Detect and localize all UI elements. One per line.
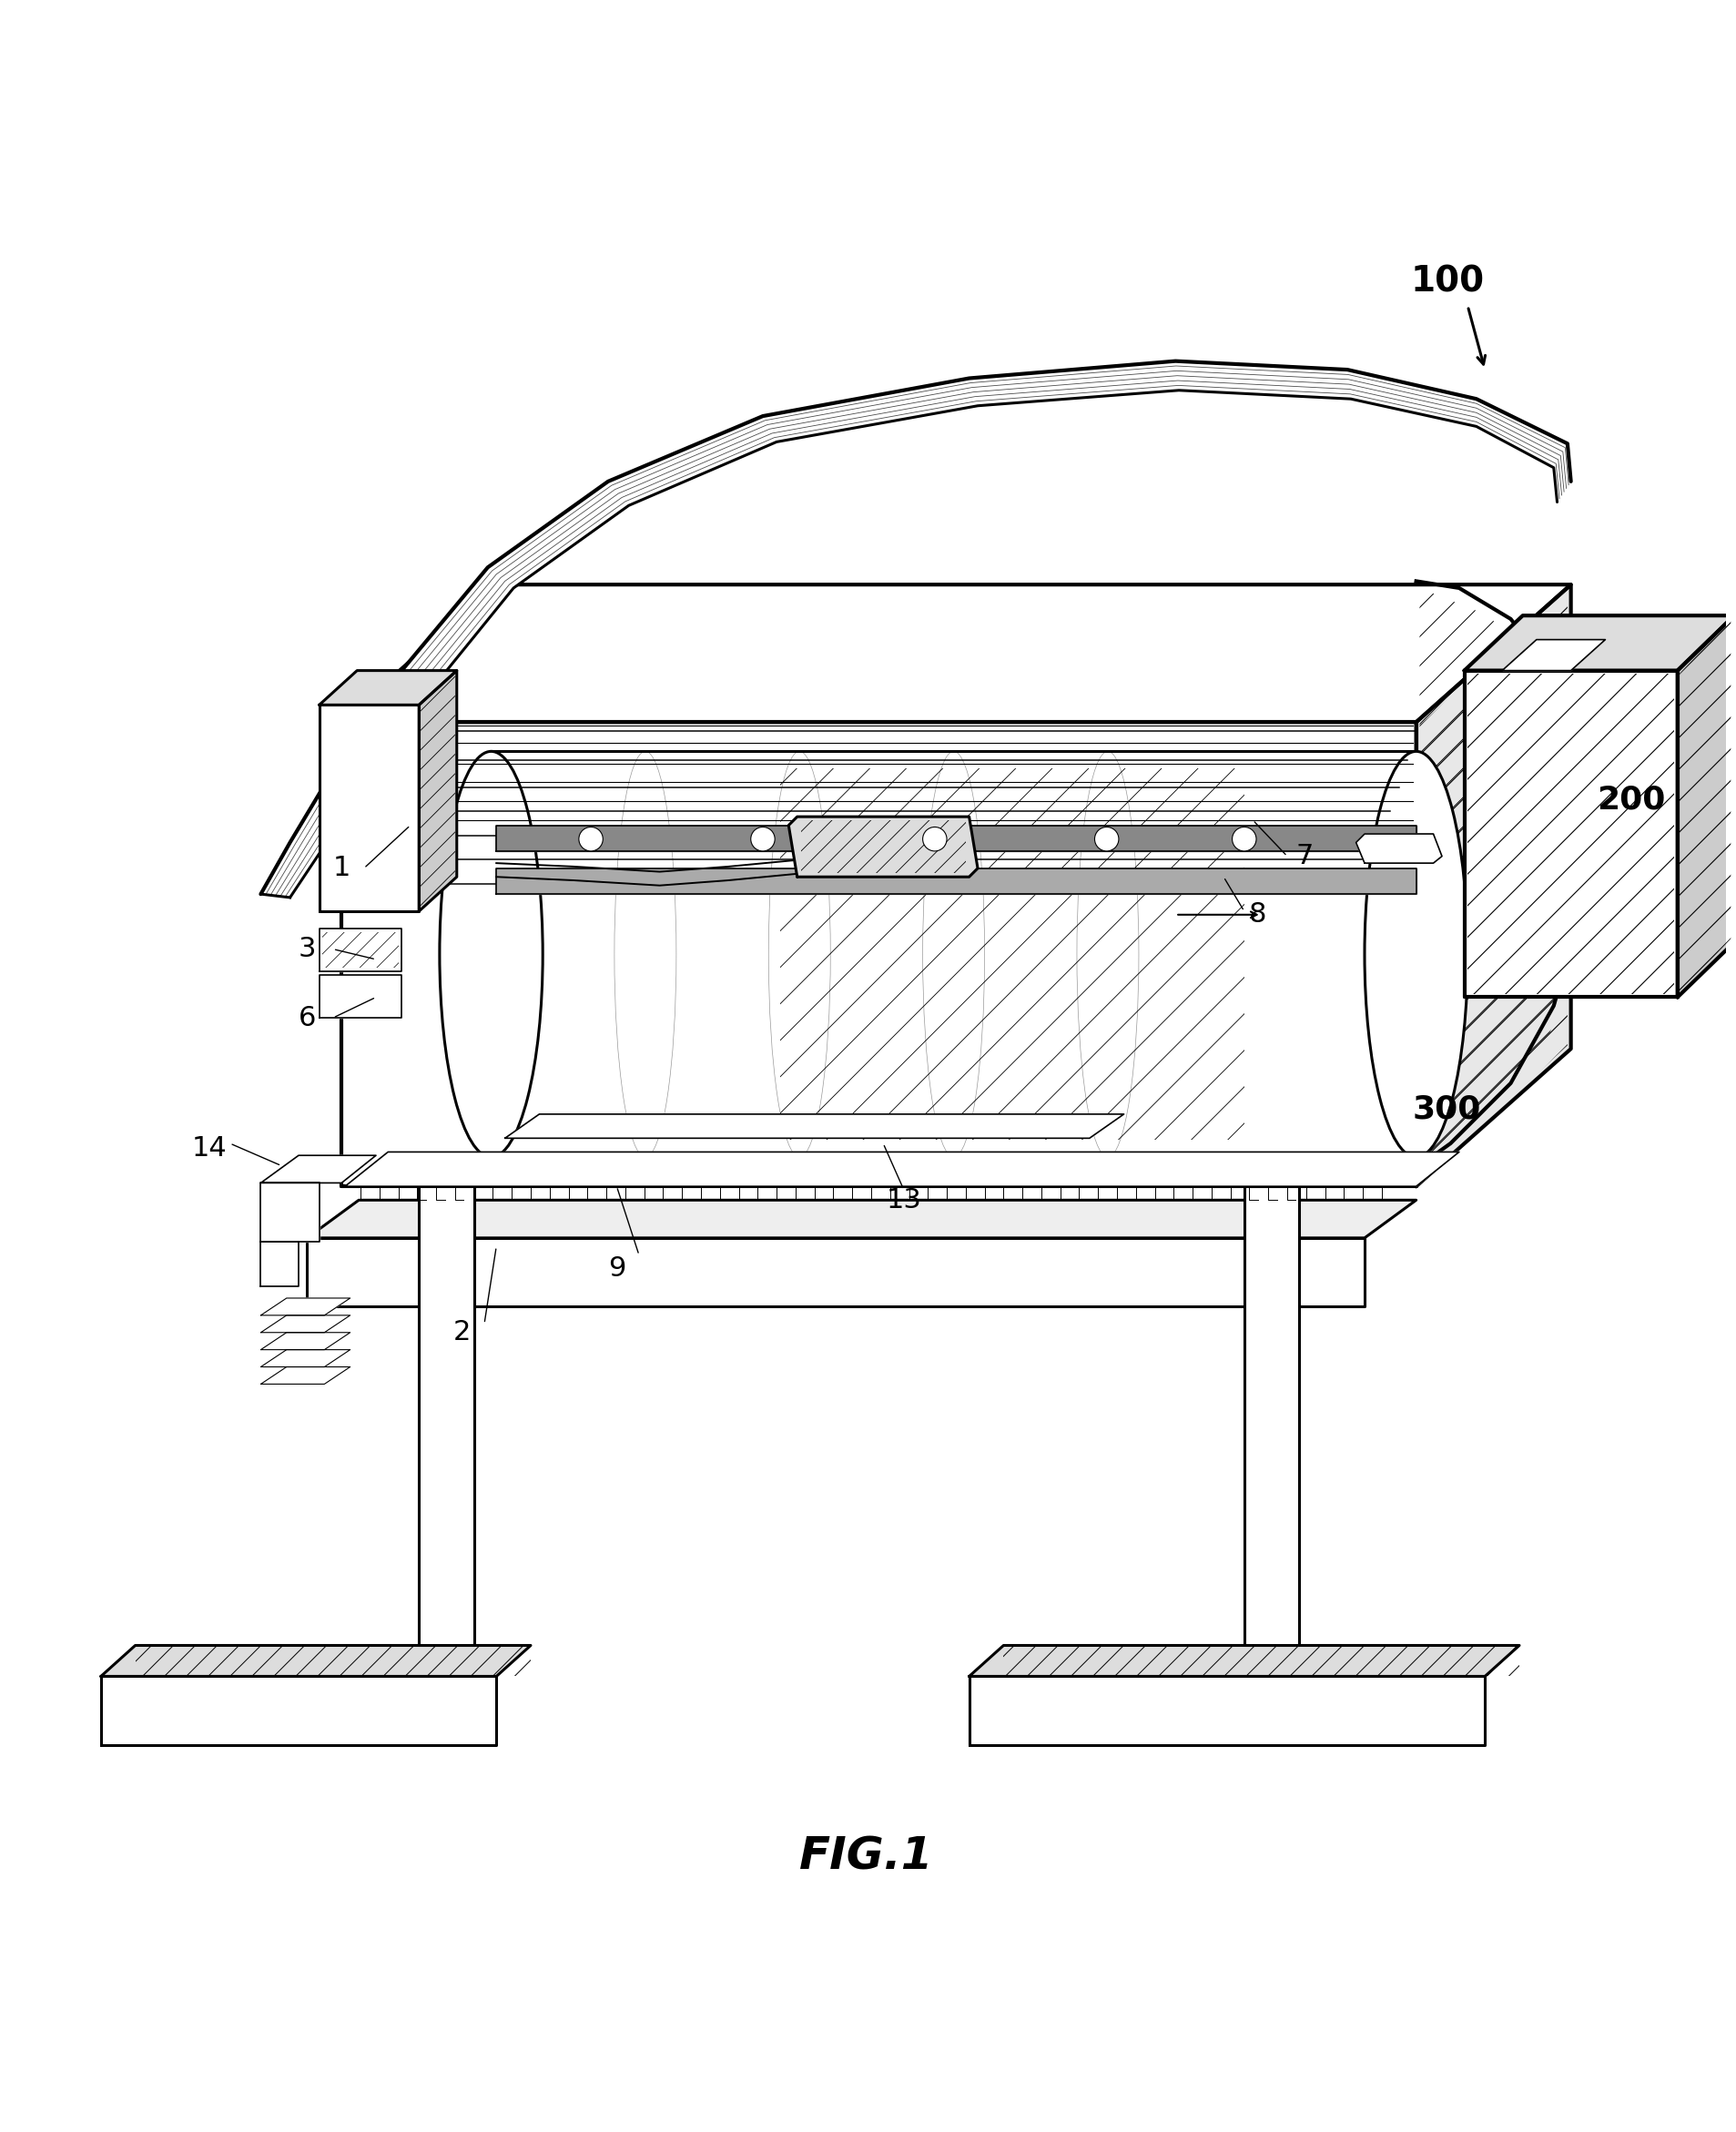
Polygon shape [1502, 640, 1606, 672]
Text: 3: 3 [299, 936, 316, 962]
Text: 9: 9 [608, 1256, 625, 1281]
Polygon shape [1245, 1168, 1299, 1646]
Polygon shape [969, 1676, 1484, 1746]
Polygon shape [788, 817, 977, 876]
Polygon shape [342, 723, 1417, 1185]
Polygon shape [319, 974, 401, 1017]
Polygon shape [260, 1298, 351, 1315]
Polygon shape [1467, 674, 1674, 994]
Polygon shape [135, 1646, 531, 1676]
Text: 6: 6 [299, 1004, 316, 1032]
Polygon shape [496, 868, 1417, 893]
Circle shape [924, 827, 946, 851]
Polygon shape [260, 1156, 377, 1183]
Polygon shape [1677, 616, 1734, 998]
Polygon shape [1245, 1138, 1338, 1168]
Polygon shape [1679, 618, 1731, 994]
Polygon shape [101, 1646, 531, 1676]
Polygon shape [260, 1183, 319, 1241]
Polygon shape [260, 1367, 351, 1384]
Polygon shape [1003, 1646, 1519, 1676]
Text: 8: 8 [1250, 902, 1267, 927]
Circle shape [578, 827, 602, 851]
Polygon shape [260, 1315, 351, 1332]
Polygon shape [101, 1676, 496, 1746]
Text: 14: 14 [191, 1136, 227, 1162]
Polygon shape [319, 927, 401, 972]
Text: 200: 200 [1597, 785, 1665, 814]
Ellipse shape [439, 750, 543, 1158]
Polygon shape [418, 1138, 514, 1168]
Text: 7: 7 [1295, 842, 1312, 870]
Polygon shape [345, 1151, 1460, 1185]
Polygon shape [418, 672, 457, 910]
Polygon shape [307, 1239, 1364, 1307]
Polygon shape [260, 360, 1571, 898]
Polygon shape [260, 1241, 299, 1286]
Text: 13: 13 [885, 1188, 922, 1213]
Polygon shape [969, 1646, 1519, 1676]
Polygon shape [1417, 584, 1571, 1185]
Polygon shape [1356, 834, 1443, 863]
Ellipse shape [1364, 750, 1467, 1158]
Text: 2: 2 [453, 1320, 470, 1345]
Polygon shape [342, 584, 1571, 723]
Polygon shape [420, 672, 455, 910]
Polygon shape [260, 1350, 351, 1367]
Polygon shape [496, 825, 1417, 851]
Polygon shape [505, 1115, 1123, 1138]
Text: 300: 300 [1413, 1094, 1481, 1124]
Polygon shape [307, 1200, 1417, 1239]
Polygon shape [260, 1332, 351, 1350]
Polygon shape [1420, 588, 1568, 1179]
Polygon shape [319, 672, 457, 706]
Circle shape [1095, 827, 1118, 851]
Text: FIG.1: FIG.1 [799, 1836, 934, 1878]
Polygon shape [323, 932, 398, 968]
Circle shape [1233, 827, 1257, 851]
Circle shape [750, 827, 774, 851]
Text: 1: 1 [333, 855, 351, 881]
Polygon shape [418, 1168, 474, 1646]
Text: 100: 100 [1410, 264, 1484, 298]
Polygon shape [779, 768, 1245, 1141]
Polygon shape [1463, 616, 1734, 672]
Polygon shape [800, 821, 965, 874]
Polygon shape [1463, 672, 1677, 998]
Polygon shape [319, 706, 418, 910]
Polygon shape [1420, 588, 1568, 1183]
